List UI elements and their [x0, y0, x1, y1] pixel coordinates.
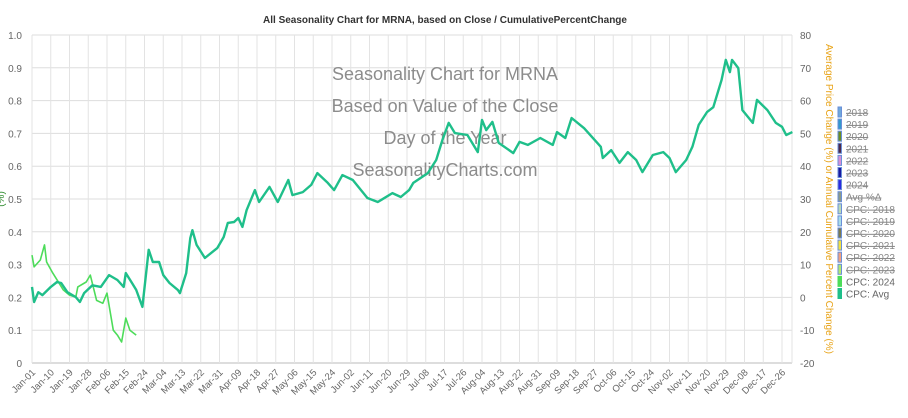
series-line-cpc-2024 [31, 244, 137, 343]
legend-item[interactable]: CPC: 2024 [837, 275, 895, 288]
right-tick-label: 40 [800, 162, 812, 173]
watermark-line-3: Day of the Year [383, 128, 506, 148]
left-tick-label: 0.9 [8, 64, 22, 75]
legend-label: 2022 [846, 156, 869, 167]
left-tick-label: 0.5 [8, 195, 22, 206]
legend-label: CPC: 2018 [846, 205, 895, 216]
legend-swatch [837, 215, 842, 227]
legend-item[interactable]: Avg %Δ [837, 191, 882, 204]
legend-item[interactable]: 2018 [837, 106, 869, 119]
left-tick-label: 0.8 [8, 97, 22, 108]
legend-label: 2021 [846, 144, 869, 155]
legend-swatch [837, 275, 842, 287]
legend-swatch [837, 191, 842, 203]
legend-item[interactable]: CPC: 2019 [837, 215, 895, 228]
legend-item[interactable]: 2021 [837, 142, 869, 155]
legend-label: CPC: 2019 [846, 217, 895, 228]
left-tick-label: 0.3 [8, 261, 22, 272]
watermark: Seasonality Chart for MRNA Based on Valu… [332, 64, 559, 180]
right-tick-label: 20 [800, 228, 812, 239]
legend-item[interactable]: CPC: 2018 [837, 203, 895, 216]
legend-swatch [837, 179, 842, 191]
right-tick-label: 50 [800, 129, 812, 140]
legend-item[interactable]: CPC: 2022 [837, 251, 895, 264]
series-group [30, 58, 793, 343]
legend-item[interactable]: 2023 [837, 167, 869, 180]
chart-title: All Seasonality Chart for MRNA, based on… [263, 15, 627, 26]
legend-swatch [837, 288, 842, 299]
right-tick-label: 0 [800, 293, 806, 304]
right-tick-label: 60 [800, 97, 812, 108]
legend-swatch [837, 142, 842, 154]
legend-swatch [837, 106, 842, 118]
legend-swatch [837, 239, 842, 251]
left-tick-label: 0 [16, 359, 22, 370]
right-tick-label: -20 [800, 359, 815, 370]
legend-item[interactable]: 2024 [837, 179, 869, 192]
right-tick-label: 10 [800, 261, 812, 272]
legend-label: 2023 [846, 169, 869, 180]
right-tick-label: 30 [800, 195, 812, 206]
legend-item[interactable]: CPC: 2023 [837, 263, 895, 276]
legend-swatch [837, 227, 842, 239]
legend-label: CPC: 2024 [846, 277, 895, 288]
legend-swatch [837, 263, 842, 275]
left-tick-label: 0.1 [8, 326, 22, 337]
watermark-line-1: Seasonality Chart for MRNA [332, 64, 558, 84]
legend-label: 2020 [846, 132, 869, 143]
legend-label: CPC: 2022 [846, 253, 895, 264]
legend-item[interactable]: 2020 [837, 130, 869, 143]
left-tick-label: 0.2 [8, 293, 22, 304]
watermark-line-4: SeasonalityCharts.com [352, 160, 537, 180]
series-line-cpc-avg [30, 58, 793, 309]
right-tick-label: -10 [800, 326, 815, 337]
left-tick-label: 0.4 [8, 228, 22, 239]
left-tick-label: 0.7 [8, 129, 22, 140]
right-axis-title: Average Price Change (%) or Annual Cumul… [823, 44, 834, 354]
left-tick-label: 1.0 [8, 31, 22, 42]
legend-label: CPC: Avg [846, 290, 889, 301]
legend-swatch [837, 130, 842, 142]
legend-label: Avg %Δ [846, 193, 882, 204]
legend-item[interactable]: CPC: 2021 [837, 239, 895, 252]
right-tick-label: 70 [800, 64, 812, 75]
left-axis-title: (%) [0, 191, 7, 207]
watermark-line-2: Based on Value of the Close [332, 96, 559, 116]
legend-label: 2019 [846, 120, 869, 131]
left-tick-label: 0.6 [8, 162, 22, 173]
legend-item[interactable]: 2019 [837, 118, 869, 131]
legend-swatch [837, 154, 842, 166]
legend-swatch [837, 251, 842, 263]
legend-swatch [837, 118, 842, 130]
legend-item[interactable]: 2022 [837, 154, 869, 167]
legend-item[interactable]: CPC: 2020 [837, 227, 895, 240]
axes: 0 0.1 0.2 0.3 0.4 0.5 0.6 0.7 0.8 0.9 1.0 -20 -10 0 10… [8, 31, 815, 398]
legend-swatch [837, 167, 842, 178]
legend-label: 2024 [846, 181, 869, 192]
legend-item[interactable]: CPC: Avg [837, 288, 889, 301]
legend-label: CPC: 2020 [846, 229, 895, 240]
legend-label: 2018 [846, 108, 869, 119]
legend-swatch [837, 203, 842, 215]
grid [31, 34, 793, 364]
legend-label: CPC: 2023 [846, 265, 895, 276]
legend-label: CPC: 2021 [846, 241, 895, 252]
right-tick-label: 80 [800, 31, 812, 42]
